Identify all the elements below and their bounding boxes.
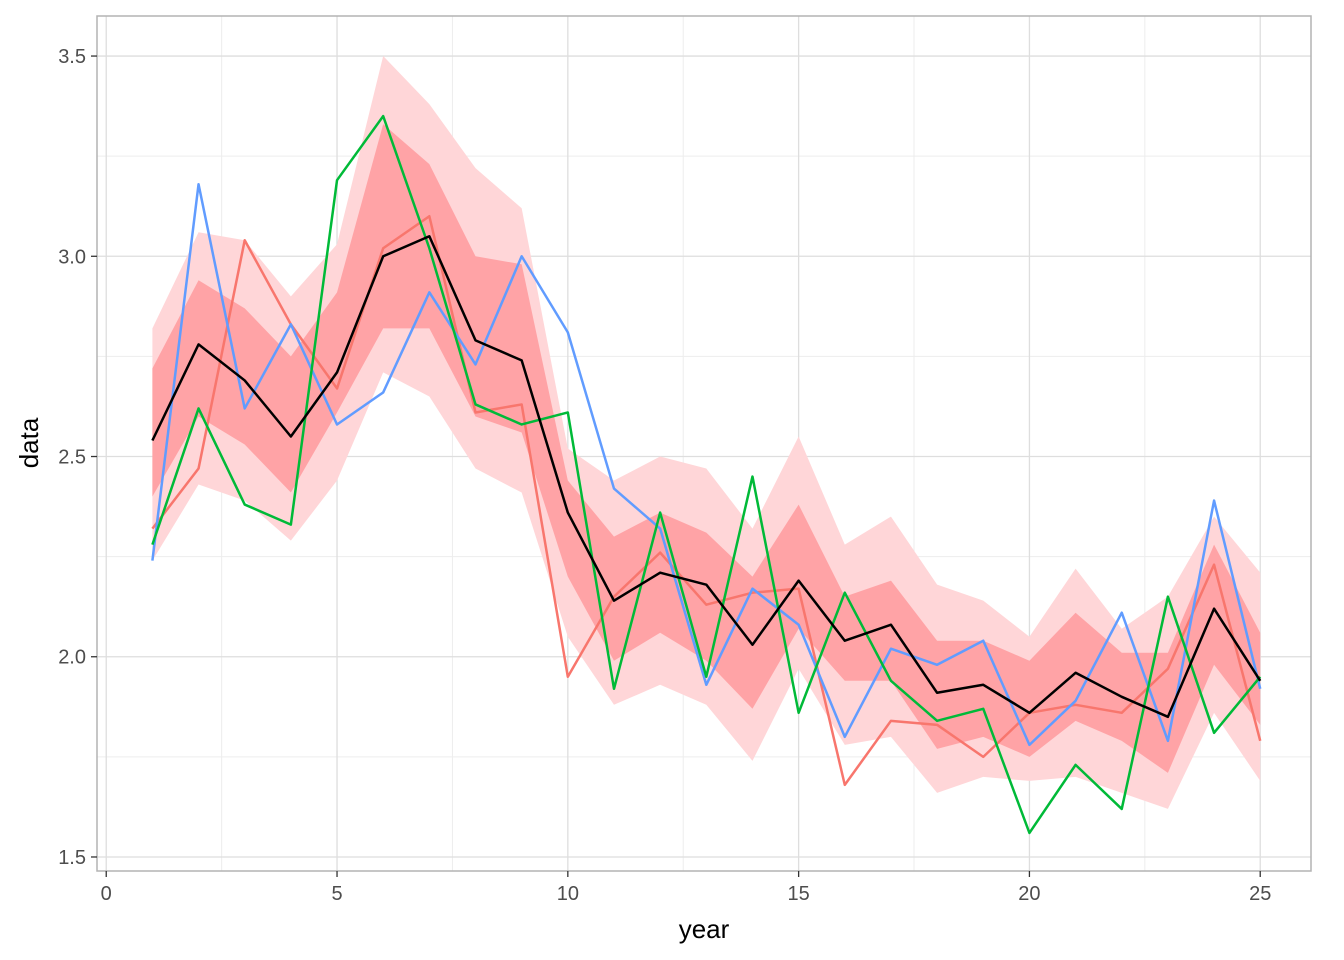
confidence-bands [152, 56, 1261, 809]
y-axis-ticks: 1.5 2.0 2.5 3.0 3.5 [58, 46, 97, 869]
y-tick-label: 3.0 [58, 246, 86, 268]
x-axis-ticks: 0 5 10 15 20 25 [101, 871, 1271, 905]
series-line-3 [151, 114, 1262, 835]
series-line-4 [151, 235, 1262, 719]
y-axis-title: data [14, 417, 44, 468]
y-tick-label: 2.5 [58, 447, 86, 469]
y-tick-label: 3.5 [58, 46, 86, 68]
series-line-1 [151, 214, 1262, 787]
y-tick-label: 1.5 [58, 847, 86, 869]
panel-border [96, 15, 1312, 872]
x-tick-label: 0 [101, 883, 112, 905]
x-tick-label: 20 [1018, 883, 1040, 905]
y-tick-label: 2.0 [58, 647, 86, 669]
x-tick-label: 10 [557, 883, 579, 905]
series-line-2 [151, 182, 1262, 747]
x-axis-title: year [679, 914, 730, 944]
x-tick-label: 25 [1249, 883, 1271, 905]
series-lines [151, 114, 1262, 835]
inner-band [152, 124, 1261, 773]
x-tick-label: 5 [331, 883, 342, 905]
x-tick-label: 15 [788, 883, 810, 905]
